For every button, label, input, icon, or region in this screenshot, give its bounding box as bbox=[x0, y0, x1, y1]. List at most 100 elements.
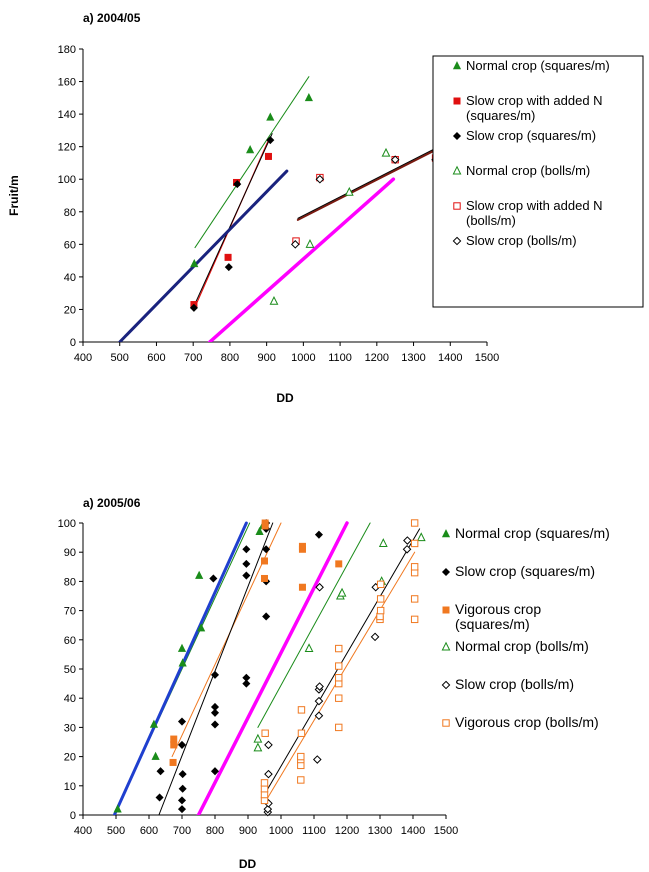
data-point bbox=[210, 720, 220, 729]
data-point bbox=[297, 776, 305, 784]
data-point bbox=[195, 570, 204, 579]
x-tick-label: 400 bbox=[74, 825, 92, 837]
data-point bbox=[177, 643, 187, 652]
data-point bbox=[210, 702, 220, 711]
x-tick-label: 900 bbox=[257, 352, 275, 364]
data-point bbox=[297, 752, 305, 761]
data-point bbox=[253, 733, 263, 743]
trend-line bbox=[196, 521, 349, 815]
y-tick-label: 80 bbox=[64, 207, 76, 219]
y-tick-label: 40 bbox=[64, 272, 76, 284]
legend-marker bbox=[452, 236, 462, 246]
data-point bbox=[261, 729, 269, 737]
series-1 bbox=[113, 521, 267, 813]
y-tick-label: 80 bbox=[64, 576, 76, 588]
data-point bbox=[246, 145, 255, 154]
x-tick-label: 1200 bbox=[365, 352, 389, 364]
series-3 bbox=[189, 136, 275, 312]
data-point bbox=[376, 595, 385, 603]
data-point bbox=[314, 711, 324, 721]
data-point bbox=[315, 682, 324, 691]
data-point bbox=[253, 742, 263, 752]
legend-marker bbox=[442, 606, 450, 614]
y-tick-label: 40 bbox=[64, 693, 76, 705]
data-point bbox=[178, 658, 187, 667]
data-point bbox=[297, 706, 306, 714]
legend-label: Normal crop (squares/m) bbox=[466, 58, 610, 73]
data-point bbox=[189, 303, 198, 312]
data-point bbox=[224, 263, 233, 272]
trend-line bbox=[297, 147, 437, 219]
legend: Normal crop (squares/m) Slow crop with ad… bbox=[432, 55, 644, 308]
data-point bbox=[315, 582, 324, 592]
data-point bbox=[242, 559, 251, 568]
data-point bbox=[177, 796, 187, 805]
x-axis-label: DD bbox=[239, 857, 257, 871]
data-point bbox=[315, 174, 325, 184]
data-point bbox=[197, 623, 206, 632]
data-point bbox=[410, 563, 419, 571]
data-point bbox=[155, 793, 164, 802]
y-tick-label: 160 bbox=[58, 77, 76, 89]
data-point bbox=[335, 723, 343, 732]
data-point bbox=[376, 580, 385, 589]
legend-marker bbox=[453, 97, 461, 105]
data-point bbox=[390, 155, 400, 164]
series-6 bbox=[260, 519, 419, 805]
trend-line bbox=[265, 528, 421, 793]
trend-line bbox=[296, 148, 437, 221]
legend-marker bbox=[441, 680, 451, 690]
series-5 bbox=[263, 536, 412, 817]
data-point bbox=[210, 708, 220, 717]
trend-line bbox=[257, 522, 371, 728]
data-point bbox=[312, 755, 322, 764]
legend-label: Vigorous crop (bolls/m) bbox=[455, 714, 599, 730]
legend-label: Slow crop with added N bbox=[466, 198, 603, 213]
x-tick-label: 1400 bbox=[401, 825, 425, 837]
data-point bbox=[266, 112, 275, 121]
data-point bbox=[335, 662, 343, 670]
data-point bbox=[169, 758, 177, 766]
trend-line bbox=[158, 522, 274, 815]
legend-marker bbox=[452, 165, 462, 175]
legend-label: (bolls/m) bbox=[466, 213, 516, 228]
data-point bbox=[113, 804, 122, 813]
data-point bbox=[242, 545, 251, 554]
data-point bbox=[410, 519, 419, 527]
series-3 bbox=[169, 519, 343, 766]
y-tick-label: 60 bbox=[64, 239, 76, 251]
legend-label: Slow crop (squares/m) bbox=[455, 563, 595, 579]
legend-label: (squares/m) bbox=[466, 108, 535, 123]
x-tick-label: 500 bbox=[111, 352, 129, 364]
legend-marker bbox=[441, 529, 451, 538]
y-tick-label: 140 bbox=[58, 109, 76, 121]
legend: Normal crop (squares/m) Slow crop (square… bbox=[441, 525, 610, 730]
data-point bbox=[403, 536, 412, 545]
y-tick-label: 30 bbox=[64, 722, 76, 734]
x-tick-label: 600 bbox=[147, 352, 165, 364]
data-point bbox=[262, 545, 271, 554]
y-tick-label: 0 bbox=[70, 337, 76, 349]
x-tick-label: 1000 bbox=[269, 825, 293, 837]
x-tick-label: 600 bbox=[140, 825, 158, 837]
data-point bbox=[170, 735, 178, 743]
data-point bbox=[178, 784, 187, 793]
legend-label: Slow crop with added N bbox=[466, 93, 603, 108]
data-point bbox=[337, 587, 347, 597]
data-point bbox=[242, 571, 251, 580]
series-5 bbox=[292, 154, 440, 245]
x-tick-label: 1100 bbox=[302, 825, 326, 837]
y-tick-label: 50 bbox=[64, 664, 76, 676]
data-point bbox=[177, 805, 187, 814]
data-point bbox=[170, 741, 178, 749]
data-point bbox=[264, 152, 272, 160]
data-point bbox=[210, 670, 220, 679]
data-point bbox=[304, 92, 313, 102]
y-tick-label: 0 bbox=[70, 810, 76, 822]
data-point bbox=[304, 643, 314, 653]
data-point bbox=[233, 180, 242, 189]
legend-label: Vigorous crop bbox=[455, 601, 541, 617]
y-axis-label: Fruit/m bbox=[7, 175, 21, 216]
data-point bbox=[314, 530, 323, 539]
